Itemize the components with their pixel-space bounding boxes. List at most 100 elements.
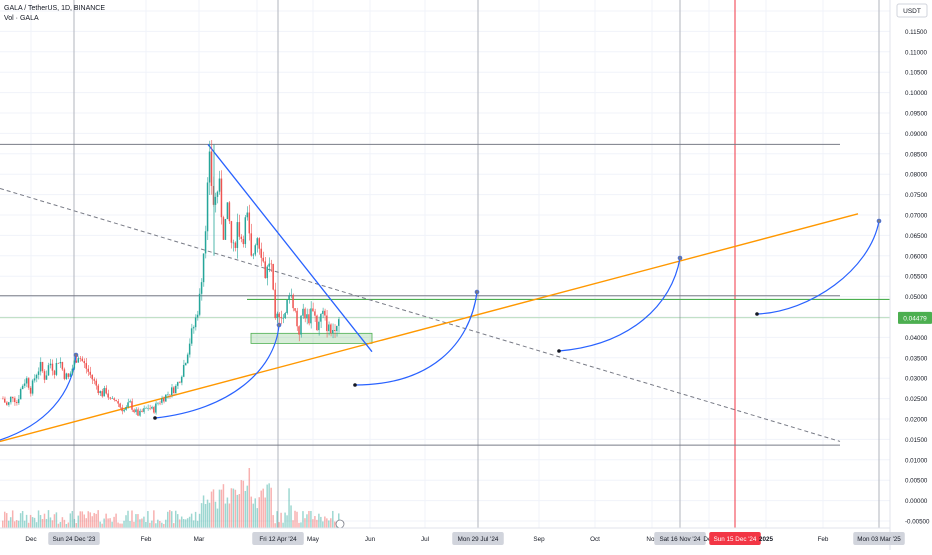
alert-icon [335, 519, 345, 529]
volume-bar [192, 520, 195, 528]
candle-body [290, 294, 292, 296]
price-tick-label: 0.09500 [905, 111, 928, 118]
arc-end-marker [276, 322, 282, 328]
candle-body [21, 385, 24, 390]
candle-body [31, 380, 34, 394]
candle-body [204, 231, 207, 254]
volume-bar [37, 510, 40, 528]
volume-bar [202, 495, 205, 528]
candle-body [71, 368, 74, 374]
volume-bar [93, 513, 95, 528]
volume-bar [256, 508, 258, 528]
volume-bar [105, 513, 107, 528]
candle-body [256, 238, 258, 246]
volume-bar [304, 518, 306, 528]
candle-body [171, 387, 173, 396]
candle-body [220, 178, 223, 218]
candle-body [155, 403, 157, 413]
candle-body [131, 401, 133, 410]
blue-downtrend [207, 144, 373, 353]
volume-bar [174, 510, 177, 528]
volume-bar [59, 521, 62, 528]
candle-body [25, 378, 28, 384]
volume-bar [9, 517, 12, 528]
volume-bar [214, 501, 217, 528]
time-tick-label: Mar [194, 536, 205, 543]
candle-body [145, 408, 147, 409]
candle-body [284, 313, 286, 319]
volume-bar [278, 522, 280, 528]
volume-bar [161, 522, 163, 528]
candle-body [258, 238, 260, 249]
candle-body [306, 314, 308, 319]
candle-body [75, 360, 78, 363]
volume-bar [248, 468, 251, 528]
price-tick-label: 0.00000 [905, 498, 928, 505]
candle-body [47, 365, 50, 376]
arc-end-marker [876, 218, 882, 224]
volume-bar [117, 522, 119, 528]
candle-body [264, 261, 266, 279]
volume-bar [300, 522, 302, 528]
time-tick-label: Dec [703, 536, 714, 543]
volume-bar [57, 523, 60, 528]
volume-bar [224, 503, 227, 528]
volume-bar [194, 511, 197, 528]
volume-bar [15, 520, 18, 528]
candle-body [15, 402, 18, 404]
candle-body [97, 385, 99, 394]
price-axis: 0.120000.115000.110000.105000.100000.095… [889, 0, 932, 550]
volume-bar [204, 503, 207, 528]
time-marker-box [654, 532, 706, 545]
volume-bar [35, 522, 38, 528]
volume-bar [260, 490, 262, 528]
projection-arc [354, 291, 478, 386]
volume-bar [65, 523, 68, 528]
volume-bar [182, 519, 185, 528]
volume-bar [228, 503, 231, 528]
candle-body [242, 238, 245, 245]
volume-bar [200, 503, 203, 528]
candle-body [182, 364, 185, 377]
volume-bar [17, 520, 20, 528]
candle-body [324, 310, 326, 316]
volume-bar [33, 517, 36, 528]
candle-body [320, 313, 322, 322]
candle-body [294, 308, 296, 311]
volume-bar [159, 520, 161, 528]
volume-bar [190, 513, 193, 528]
time-tick-label: Jun [365, 536, 376, 543]
candle-body [151, 407, 153, 409]
time-tick-label: Feb [818, 536, 829, 543]
candle-body [101, 391, 103, 397]
price-tick-label: 0.09000 [905, 131, 928, 138]
candle-body [338, 319, 340, 326]
candle-body [210, 151, 213, 186]
candle-body [248, 212, 251, 234]
volume-bar [252, 503, 255, 528]
time-tick-label: Feb [141, 536, 152, 543]
candle-body [115, 399, 117, 402]
volume-bar [31, 517, 34, 528]
candle-body [61, 361, 64, 370]
candle-body [326, 315, 328, 332]
volume-bar [51, 520, 54, 528]
candle-body [85, 363, 87, 369]
volume-bar [5, 513, 8, 528]
volume-bar [212, 489, 215, 528]
volume-bar [83, 514, 86, 528]
time-tick-label: 2025 [759, 536, 774, 543]
volume-bar [125, 515, 127, 528]
support-zone [250, 332, 373, 344]
time-marker-box [252, 532, 304, 545]
volume-bar [63, 519, 66, 528]
volume-bar [288, 488, 290, 528]
candle-body [133, 409, 135, 413]
volume-bar [131, 510, 133, 528]
time-marker-box [853, 532, 905, 545]
volume-bar [111, 521, 113, 528]
volume-bar [103, 518, 105, 528]
candle-body [37, 371, 40, 375]
